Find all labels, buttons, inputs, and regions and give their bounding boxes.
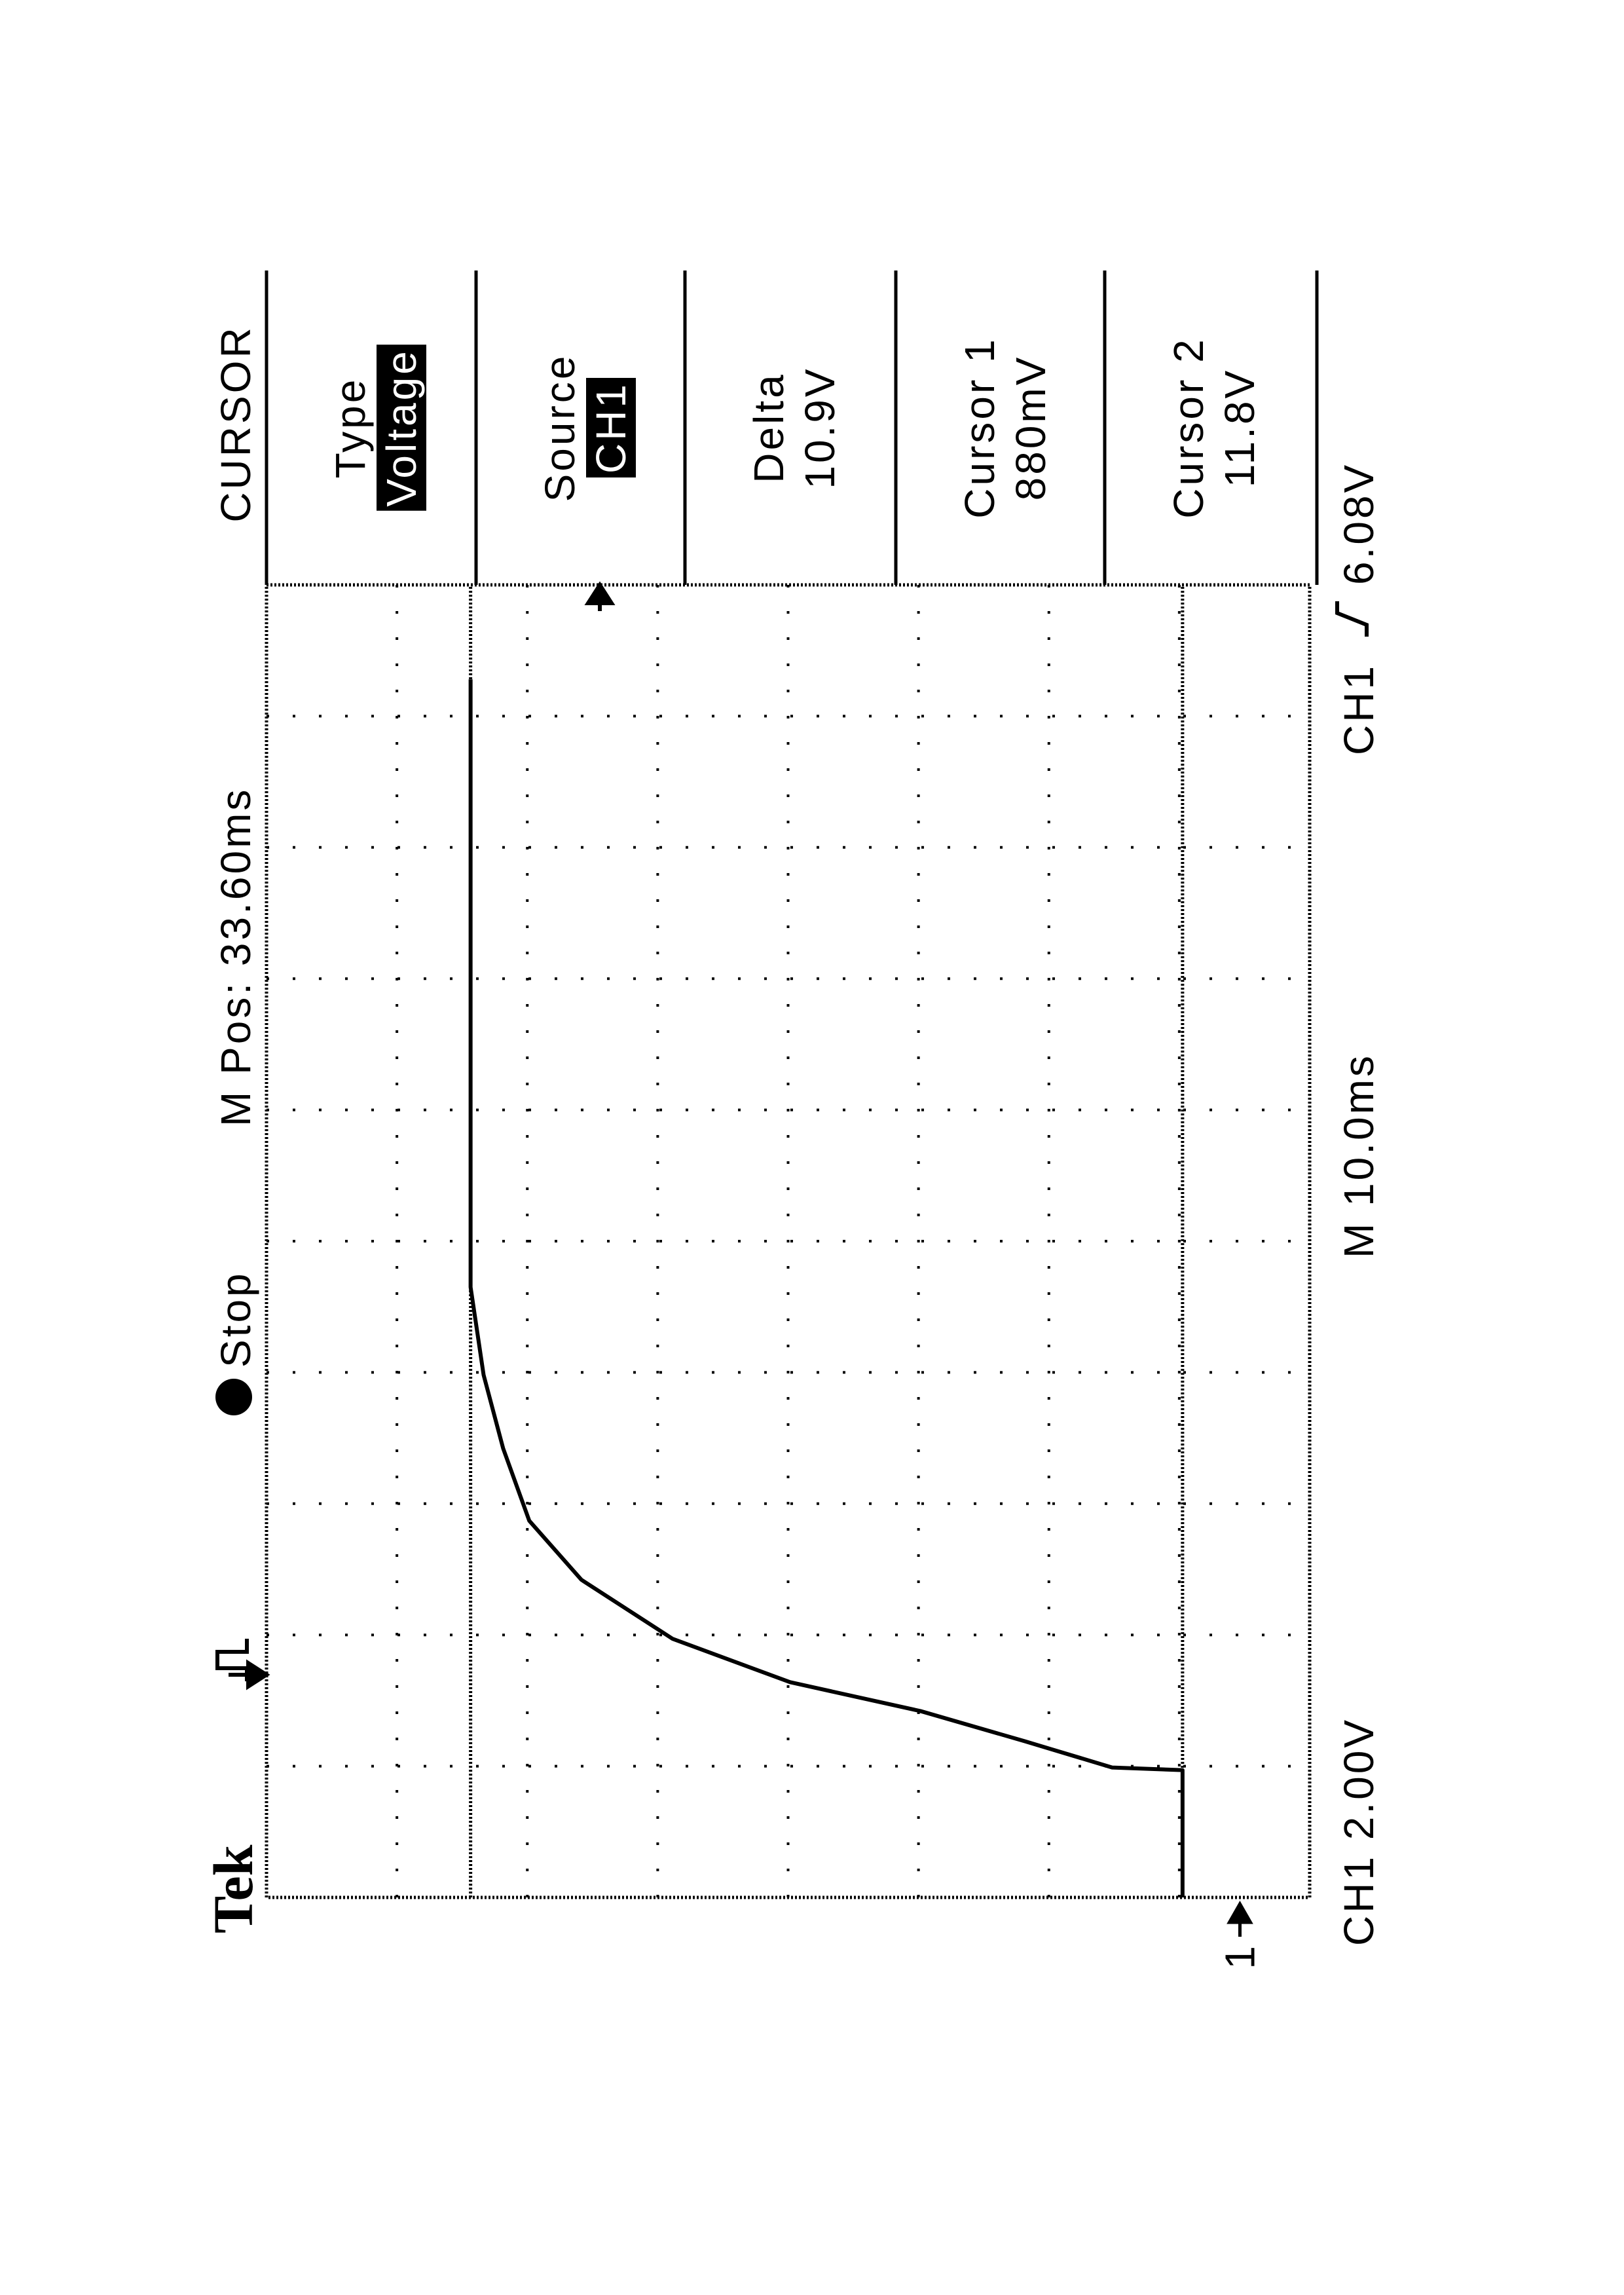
menu-value: 11.8V: [1216, 368, 1263, 488]
menu-label: Type: [327, 377, 374, 479]
position: M Pos: 33.60ms: [212, 787, 259, 1127]
menu-label: Delta: [745, 372, 792, 483]
menu-value: 10.9V: [796, 366, 843, 489]
menu-title: CURSOR: [212, 325, 259, 522]
menu-value: 880mV: [1007, 355, 1054, 501]
trigger-position-arrow: [229, 1659, 270, 1690]
brand: Tek: [202, 1844, 265, 1933]
ground-marker: 1: [1216, 1943, 1263, 1969]
menu-label: Cursor 2: [1165, 337, 1212, 518]
menu-label: Cursor 1: [956, 337, 1003, 518]
ground-arrow: [1227, 1900, 1253, 1937]
menu-highlight: [586, 377, 636, 478]
menu-label: Source: [536, 354, 583, 502]
channel-scale: CH1 2.00V: [1335, 1717, 1382, 1946]
timebase: M 10.0ms: [1335, 1053, 1382, 1258]
trigger-level-arrow: [584, 581, 616, 611]
menu-highlight: [377, 345, 426, 511]
status: Stop: [212, 1271, 259, 1368]
scope-screen: Tek Stop M Pos: 33.60ms CURSOR CH1 2.00V…: [202, 271, 1382, 1969]
menu-value: Voltage: [378, 348, 425, 507]
trigger-level: 6.08V: [1335, 462, 1382, 585]
trace: [468, 679, 1185, 1897]
trigger-slope-icon: [1335, 601, 1369, 637]
trigger-source: CH1: [1335, 663, 1382, 755]
graticule-border: [265, 583, 1312, 1899]
menu-value: CH1: [587, 382, 635, 474]
status-dot: [215, 1379, 252, 1415]
